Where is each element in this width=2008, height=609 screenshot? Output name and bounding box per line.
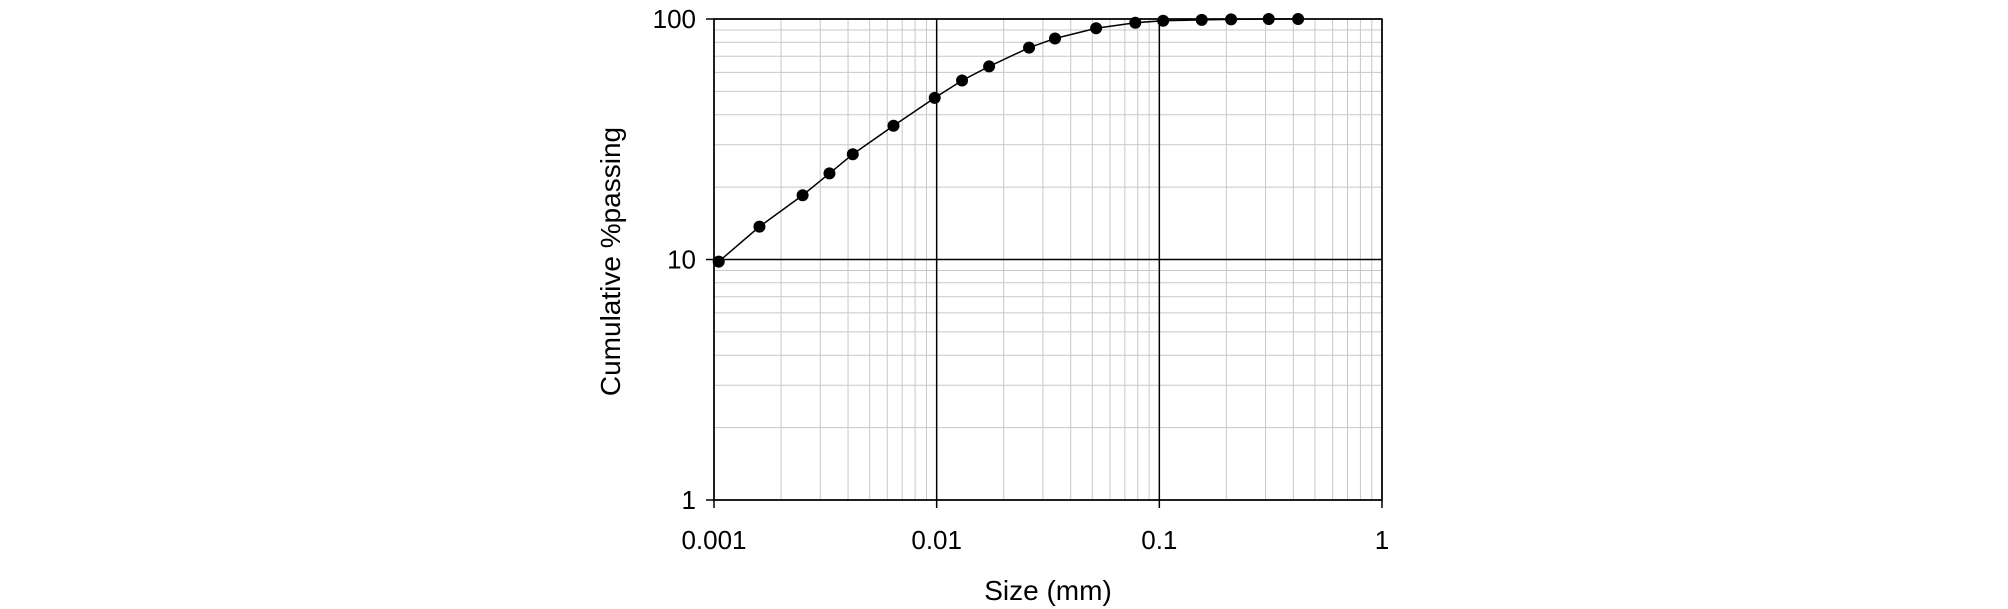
series-line: [718, 18, 1299, 263]
y-tick-label: 100: [653, 4, 696, 34]
major-gridlines: [706, 18, 1383, 508]
x-tick-label: 1: [1375, 525, 1389, 555]
data-point: [1023, 41, 1036, 54]
x-axis-tick-labels: 0.001 0.01 0.1 1: [681, 525, 1389, 555]
y-tick-label: 1: [682, 485, 696, 515]
data-point: [983, 60, 996, 73]
data-point: [712, 255, 725, 268]
x-axis-title: Size (mm): [984, 575, 1112, 606]
data-point: [1225, 13, 1238, 26]
data-point: [1262, 13, 1275, 25]
x-tick-label: 0.1: [1141, 525, 1177, 555]
data-point: [753, 220, 766, 233]
data-point: [846, 148, 859, 161]
y-axis-title: Cumulative %passing: [595, 127, 626, 396]
data-series: [712, 13, 1305, 268]
data-point: [1157, 14, 1170, 27]
data-point: [887, 119, 900, 132]
x-tick-label: 0.001: [681, 525, 746, 555]
data-point: [796, 189, 809, 202]
data-point: [823, 167, 836, 180]
data-point: [1049, 32, 1062, 45]
y-axis-tick-labels: 1 10 100: [653, 4, 696, 515]
y-tick-label: 10: [667, 245, 696, 275]
data-point: [956, 74, 969, 87]
data-point: [1090, 22, 1103, 35]
data-point: [1292, 13, 1305, 25]
x-tick-label: 0.01: [911, 525, 962, 555]
data-point: [1195, 13, 1208, 26]
data-point: [928, 91, 941, 104]
data-point: [1129, 16, 1142, 29]
